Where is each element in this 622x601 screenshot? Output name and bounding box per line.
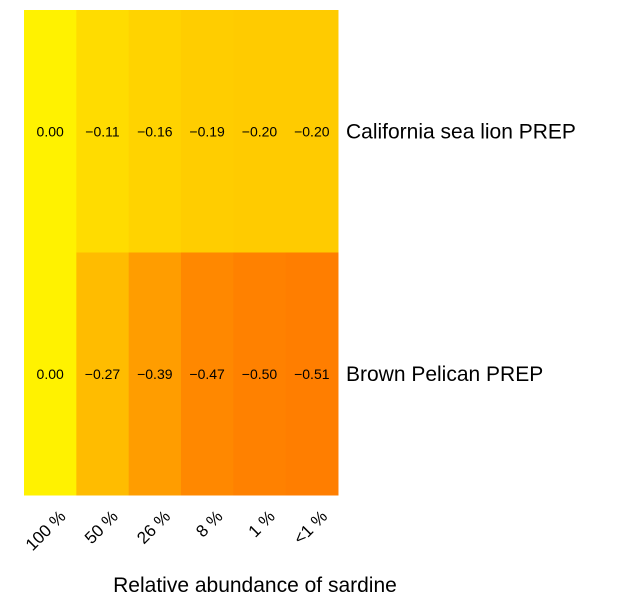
heatmap-cell xyxy=(285,10,339,253)
heatmap-cell-value: −0.19 xyxy=(189,123,225,139)
heatmap-cell-value: −0.50 xyxy=(242,366,278,382)
x-axis-tick-label: <1 % xyxy=(290,507,331,548)
heatmap-cell-value: −0.27 xyxy=(85,366,121,382)
heatmap-cell-value: −0.20 xyxy=(242,123,278,139)
x-axis-tick-labels: 100 % 50 % 26 % 8 % 1 % <1 % xyxy=(22,507,331,555)
heatmap-cell xyxy=(180,252,234,496)
x-axis-tick-label: 1 % xyxy=(245,507,279,541)
heatmap-cell xyxy=(285,252,339,496)
x-axis-tick-label: 8 % xyxy=(192,507,226,541)
row-labels: California sea lion PREP Brown Pelican PR… xyxy=(346,120,576,386)
heatmap-cell-value: −0.39 xyxy=(137,366,173,382)
heatmap-cell-value: −0.16 xyxy=(137,123,173,139)
heatmap-cell-value: −0.20 xyxy=(294,123,330,139)
heatmap-cell-value: −0.51 xyxy=(294,366,330,382)
heatmap-cell xyxy=(128,10,182,253)
heatmap-cell xyxy=(233,10,287,253)
heatmap-cell xyxy=(76,252,130,496)
row-label: Brown Pelican PREP xyxy=(346,363,543,386)
x-axis-tick-label: 26 % xyxy=(133,507,174,548)
x-axis-tick-label: 50 % xyxy=(81,507,122,548)
heatmap-value-labels: 0.00 −0.11 −0.16 −0.19 −0.20 −0.20 0.00 −0.27 −0… xyxy=(37,123,330,382)
heatmap-cell-value: −0.11 xyxy=(85,123,120,139)
heatmap-cell-value: 0.00 xyxy=(37,123,64,139)
heatmap-cell-value: −0.47 xyxy=(189,366,225,382)
heatmap-cell xyxy=(233,252,287,496)
row-label: California sea lion PREP xyxy=(346,120,576,143)
heatmap-cell xyxy=(24,252,77,496)
heatmap-cell xyxy=(180,10,234,253)
x-axis-title: Relative abundance of sardine xyxy=(113,574,397,597)
heatmap-cell xyxy=(128,252,182,496)
heatmap-cell-value: 0.00 xyxy=(37,366,64,382)
heatmap-cells xyxy=(24,10,339,496)
heatmap-cell xyxy=(76,10,130,253)
x-axis-tick-label: 100 % xyxy=(22,507,70,555)
heatmap-cell xyxy=(24,10,77,253)
